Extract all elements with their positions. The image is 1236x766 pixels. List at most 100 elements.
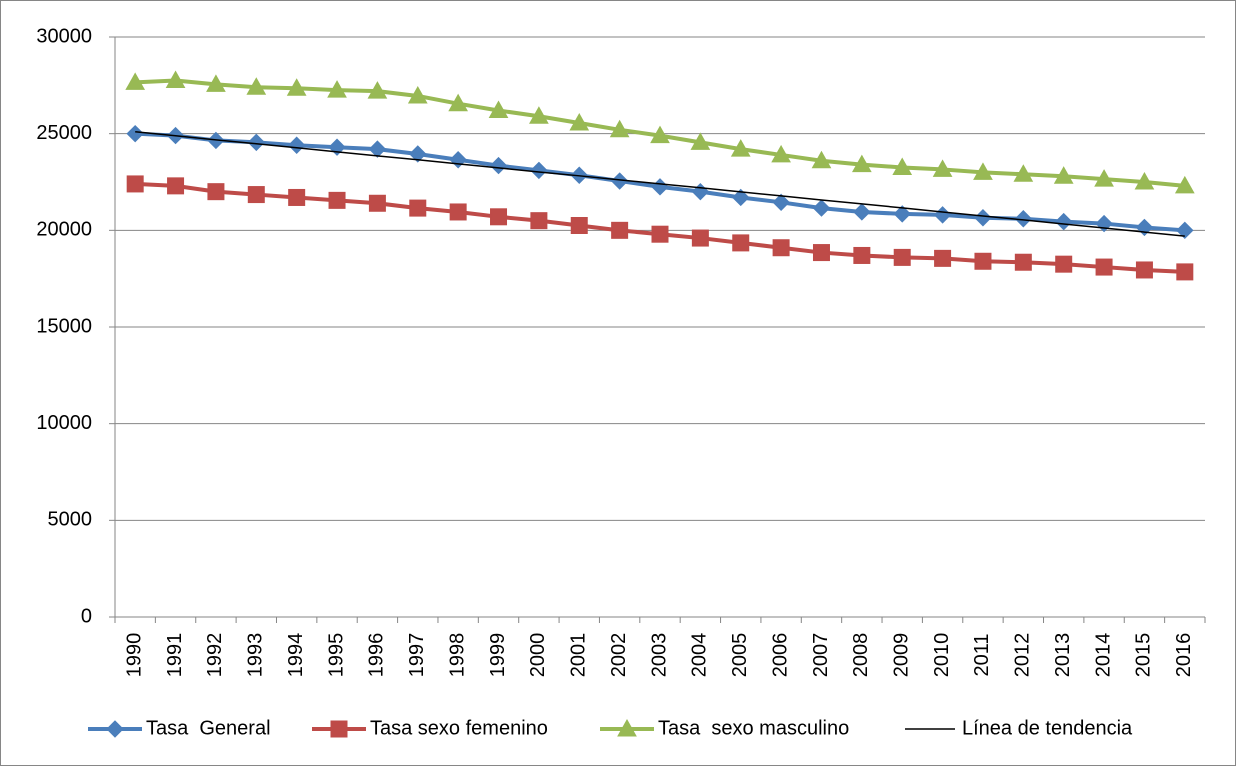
x-tick-label: 2012	[1012, 633, 1034, 678]
marker	[409, 199, 427, 217]
marker	[368, 194, 386, 212]
marker	[126, 175, 144, 193]
marker	[125, 72, 146, 90]
x-tick-label: 2004	[689, 633, 711, 678]
x-tick-label: 1999	[487, 633, 509, 678]
x-tick-label: 2009	[891, 633, 913, 678]
marker	[934, 249, 952, 267]
x-tick-label: 2011	[971, 633, 993, 676]
legend-label: Tasa sexo masculino	[658, 717, 849, 739]
marker	[327, 80, 347, 98]
marker	[490, 208, 508, 226]
marker	[851, 154, 872, 173]
marker	[1014, 210, 1033, 228]
x-tick-label: 2000	[527, 633, 549, 678]
marker	[611, 221, 629, 239]
y-tick-label: 10000	[36, 412, 92, 434]
marker	[530, 212, 548, 230]
marker	[570, 217, 588, 234]
x-tick-label: 2014	[1092, 633, 1114, 678]
x-tick-label: 1991	[164, 633, 186, 678]
marker	[732, 234, 750, 252]
marker	[1055, 255, 1073, 273]
x-tick-label: 2015	[1133, 633, 1155, 678]
marker	[1094, 169, 1114, 187]
marker	[247, 133, 266, 152]
marker	[853, 246, 871, 264]
x-tick-label: 1998	[446, 633, 468, 678]
marker	[690, 132, 711, 150]
marker	[893, 248, 911, 266]
marker	[569, 113, 590, 131]
marker	[1134, 171, 1155, 190]
marker	[650, 125, 670, 144]
x-tick-label: 2005	[729, 633, 751, 678]
marker	[1176, 263, 1194, 281]
marker	[853, 203, 871, 221]
y-tick-label: 25000	[36, 122, 92, 144]
y-tick-label: 20000	[36, 219, 92, 241]
marker	[771, 144, 791, 163]
marker	[730, 139, 751, 157]
legend-label: Tasa sexo femenino	[370, 717, 548, 739]
marker	[448, 93, 469, 112]
x-tick-label: 1990	[123, 633, 145, 678]
marker	[207, 183, 225, 201]
trend-line	[135, 130, 1185, 237]
marker	[1013, 164, 1034, 182]
x-tick-label: 1994	[285, 633, 307, 678]
marker	[617, 718, 637, 737]
x-tick-label: 2002	[608, 633, 630, 678]
marker	[1095, 258, 1113, 276]
x-tick-label: 2013	[1052, 633, 1074, 678]
marker	[892, 157, 913, 175]
marker	[1174, 175, 1195, 194]
legend-label: Tasa General	[146, 717, 271, 739]
marker	[812, 199, 831, 217]
marker	[732, 188, 750, 207]
marker	[609, 119, 630, 138]
marker	[610, 172, 629, 190]
x-tick-label: 2007	[810, 633, 832, 678]
marker	[772, 239, 790, 257]
marker	[489, 156, 508, 175]
marker	[488, 100, 509, 118]
marker	[167, 177, 185, 195]
marker	[973, 162, 993, 180]
marker	[529, 106, 549, 124]
x-tick-label: 2016	[1173, 633, 1195, 678]
marker	[812, 244, 830, 262]
marker	[286, 78, 307, 96]
marker	[1053, 166, 1074, 184]
marker	[974, 252, 992, 270]
marker	[287, 136, 306, 154]
x-tick-label: 2006	[769, 633, 791, 678]
x-tick-label: 1995	[325, 633, 347, 678]
marker	[165, 70, 186, 88]
marker	[1176, 221, 1194, 240]
marker	[126, 124, 144, 143]
marker	[651, 225, 669, 243]
legend-label: Línea de tendencia	[962, 717, 1133, 739]
marker	[811, 150, 832, 169]
marker	[368, 140, 387, 158]
marker	[328, 191, 346, 209]
y-tick-label: 30000	[36, 25, 92, 47]
marker	[407, 85, 428, 104]
marker	[246, 77, 267, 95]
marker	[691, 229, 709, 247]
marker	[1135, 261, 1153, 279]
x-tick-label: 2010	[931, 633, 953, 678]
x-tick-label: 1992	[204, 633, 226, 678]
marker	[1014, 253, 1032, 271]
x-tick-label: 1997	[406, 633, 428, 678]
marker	[247, 186, 265, 204]
x-tick-label: 1996	[366, 633, 388, 678]
x-tick-label: 2003	[648, 633, 670, 678]
marker	[932, 159, 953, 177]
x-tick-label: 2001	[568, 633, 590, 678]
marker	[106, 720, 124, 738]
marker	[330, 720, 348, 738]
marker	[893, 205, 911, 223]
